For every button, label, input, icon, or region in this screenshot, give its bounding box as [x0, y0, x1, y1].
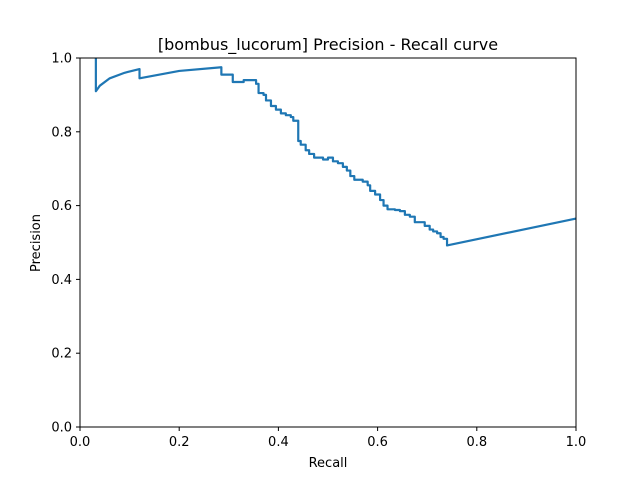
x-tick-label: 0.6 [367, 435, 388, 450]
y-tick-label: 1.0 [51, 52, 72, 67]
axes-frame [79, 57, 577, 428]
y-tick-label: 0.4 [51, 273, 72, 288]
x-tick-label: 0.2 [169, 435, 190, 450]
pr-curve-line [94, 58, 577, 247]
x-tick-label: 0.8 [466, 435, 487, 450]
y-axis: 0.0 0.2 0.4 0.6 0.8 1.0 [51, 52, 80, 436]
x-tick-label: 0.4 [268, 435, 289, 450]
y-axis-label: Precision [29, 214, 44, 272]
plot-area [79, 57, 577, 428]
y-tick-label: 0.2 [51, 347, 72, 362]
chart-title: [bombus_lucorum] Precision - Recall curv… [158, 35, 498, 55]
y-tick-label: 0.8 [51, 125, 72, 140]
x-tick-label: 0.0 [70, 435, 91, 450]
x-axis-label: Recall [309, 456, 348, 471]
x-tick-label: 1.0 [566, 435, 587, 450]
y-tick-label: 0.6 [51, 199, 72, 214]
x-axis: 0.0 0.2 0.4 0.6 0.8 1.0 [70, 427, 587, 450]
y-tick-label: 0.0 [51, 421, 72, 436]
